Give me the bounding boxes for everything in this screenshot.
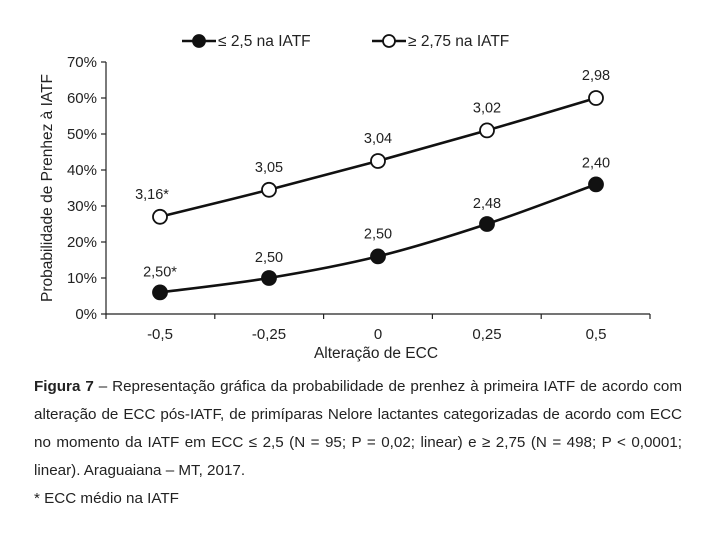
- figure-caption: Figura 7 – Representação gráfica da prob…: [34, 373, 682, 485]
- y-axis: 0% 10% 20% 30% 40% 50% 60% 70%: [67, 54, 107, 323]
- x-axis-title: Alteração de ECC: [314, 345, 438, 362]
- data-label: 2,50*: [143, 264, 177, 280]
- data-label: 3,16*: [135, 187, 169, 203]
- series-1-point: [261, 270, 277, 286]
- series-2-point: [479, 122, 495, 139]
- series-2-point: [152, 208, 168, 225]
- y-tick-label: 20%: [67, 234, 97, 251]
- footnote: * ECC médio na IATF: [34, 490, 179, 507]
- y-tick-label: 50%: [67, 126, 97, 143]
- series-1-point: [479, 216, 495, 232]
- legend-label: ≤ 2,5 na IATF: [218, 33, 311, 50]
- data-label: 2,48: [473, 196, 501, 212]
- y-tick-label: 10%: [67, 270, 97, 287]
- x-tick-label: -0,5: [147, 326, 173, 343]
- caption-label: Figura 7: [34, 378, 94, 395]
- data-label: 2,98: [582, 68, 610, 84]
- y-tick-label: 40%: [67, 162, 97, 179]
- y-tick-label: 70%: [67, 54, 97, 71]
- x-axis: -0,5 -0,25 0 0,25 0,5: [105, 313, 651, 343]
- data-label: 3,02: [473, 100, 501, 116]
- legend-marker: [192, 34, 206, 48]
- caption-text: – Representação gráfica da probabilidade…: [34, 378, 682, 479]
- x-tick-label: 0: [374, 326, 382, 343]
- data-label: 2,50: [364, 226, 392, 242]
- data-label: 3,04: [364, 131, 392, 147]
- y-axis-title: Probabilidade de Prenhez à IATF: [39, 74, 56, 302]
- legend-label: ≥ 2,75 na IATF: [408, 33, 509, 50]
- series-2-point: [261, 181, 277, 198]
- y-tick-label: 60%: [67, 90, 97, 107]
- line-chart: ≤ 2,5 na IATF ≥ 2,75 na IATF 0% 10% 20% 30% 4…: [39, 33, 651, 362]
- plot-area: 2,50* 2,50 2,50 2,48 2,40 3,16* 3,05 3,04 3,02 2,…: [135, 68, 610, 301]
- data-label: 3,05: [255, 160, 283, 176]
- y-tick-label: 0%: [75, 306, 97, 323]
- series-2-point: [370, 153, 386, 169]
- x-tick-label: -0,25: [252, 326, 286, 343]
- data-label: 2,50: [255, 250, 283, 266]
- data-label: 2,40: [582, 155, 610, 171]
- y-tick-label: 30%: [67, 198, 97, 215]
- series-1-point: [152, 284, 168, 301]
- x-tick-label: 0,5: [586, 326, 607, 343]
- legend-marker: [382, 34, 396, 48]
- x-tick-label: 0,25: [472, 326, 501, 343]
- series-2-point: [588, 90, 604, 106]
- chart-legend: ≤ 2,5 na IATF ≥ 2,75 na IATF: [182, 33, 509, 50]
- series-1-point: [588, 176, 604, 193]
- series-1-point: [370, 248, 386, 265]
